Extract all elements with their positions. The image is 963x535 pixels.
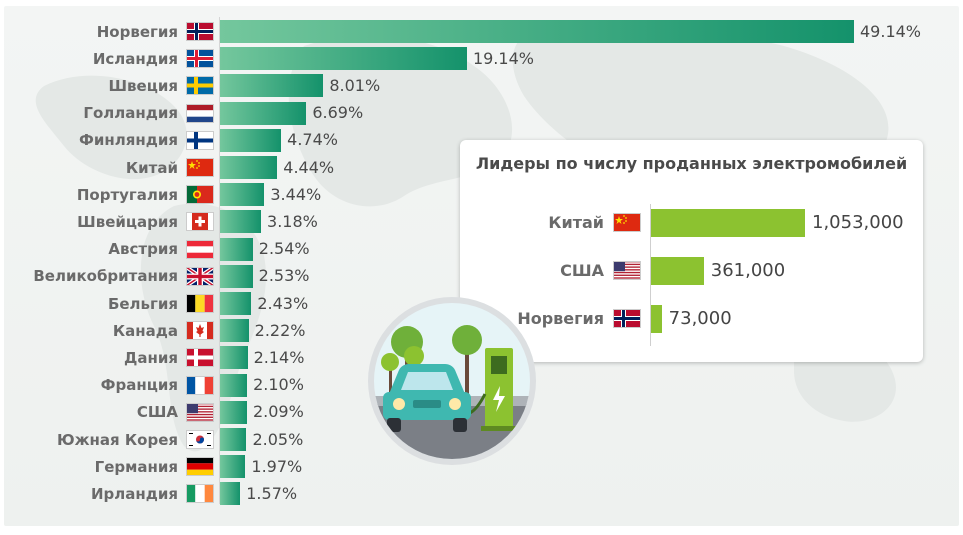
share-value-label: 4.74% [287,130,338,150]
share-value-label: 2.22% [254,320,306,340]
country-label: Южная Корея [57,430,178,449]
china-flag-icon [186,158,214,177]
country-label: Голландия [83,104,178,123]
share-value-label: 2.43% [257,293,309,313]
share-value-label: 19.14% [472,48,534,68]
share-value-label: 1.97% [251,456,303,476]
sweden-flag-icon [186,76,214,96]
share-bar [220,346,248,370]
share-bar [220,373,248,397]
leader-value-label: 1,053,000 [812,212,904,233]
country-label: Франция [100,376,178,395]
share-bar [220,183,265,207]
share-value-label: 3.18% [267,211,318,231]
share-bar [220,101,307,125]
austria-flag-icon [186,239,214,259]
share-value-label: 2.09% [252,402,304,422]
leader-bar [651,257,704,285]
country-label: Дания [124,348,178,367]
share-bar [220,20,854,43]
leader-value-label: 361,000 [710,260,786,281]
country-label: Финляндия [79,131,178,150]
share-bar [220,455,246,479]
netherlands-flag-icon [186,103,214,123]
panel-chart-axis [650,204,651,346]
share-bar [220,482,241,506]
denmark-flag-icon [186,348,214,368]
electric-car-charging-icon [367,296,537,466]
leader-country-label: США [560,261,604,280]
france-flag-icon [186,375,214,395]
share-value-label: 4.44% [283,157,335,177]
share-bar [220,319,249,343]
country-label: Великобритания [33,267,178,286]
share-value-label: 2.53% [258,266,310,286]
canada-flag-icon [186,321,214,341]
share-bar [220,237,253,261]
country-label: США [136,403,178,422]
share-value-label: 3.44% [270,184,322,204]
norway-flag-icon [186,22,214,41]
country-label: Германия [94,457,178,476]
leader-bar [651,305,662,333]
share-bar [220,74,324,98]
country-label: Канада [112,321,178,340]
share-value-label: 49.14% [860,21,922,41]
south-korea-flag-icon [186,430,214,449]
country-label: Португалия [76,185,178,204]
germany-flag-icon [186,457,214,477]
share-value-label: 6.69% [312,103,364,123]
share-value-label: 2.14% [253,347,305,367]
belgium-flag-icon [186,294,214,313]
leader-country-label: Норвегия [517,309,604,328]
leaders-panel: Лидеры по числу проданных электромобилей… [460,140,923,362]
share-bar [220,400,247,424]
share-value-label: 2.05% [252,429,304,449]
usa-flag-icon [186,402,214,422]
panel-title: Лидеры по числу проданных электромобилей [475,154,908,173]
leader-country-label: Китай [548,213,604,232]
switzerland-flag-icon [186,212,214,232]
portugal-flag-icon [186,185,214,205]
norway-flag-icon [613,309,641,328]
uk-flag-icon [186,266,214,286]
iceland-flag-icon [186,49,214,69]
leader-bar [651,209,805,237]
share-bar [220,428,247,451]
share-value-label: 1.57% [246,483,298,503]
share-bar [220,210,262,234]
country-label: Швейцария [77,212,178,231]
country-label: Исландия [92,49,178,68]
share-bar [220,292,252,315]
country-label: Швеция [108,76,178,95]
share-value-label: 2.54% [258,239,310,259]
country-label: Норвегия [96,22,178,41]
country-label: Бельгия [107,294,178,313]
usa-flag-icon [613,261,641,280]
share-bar [220,128,282,152]
ireland-flag-icon [186,484,214,504]
country-label: Австрия [108,240,178,259]
country-label: Ирландия [90,484,178,503]
leader-value-label: 73,000 [668,308,732,329]
share-value-label: 8.01% [329,75,381,95]
main-chart-axis [219,17,220,504]
share-bar [220,264,253,288]
finland-flag-icon [186,130,214,150]
country-label: Китай [125,158,178,177]
china-flag-icon [613,213,641,232]
share-bar [220,156,278,179]
share-value-label: 2.10% [253,375,304,395]
share-bar [220,47,467,71]
